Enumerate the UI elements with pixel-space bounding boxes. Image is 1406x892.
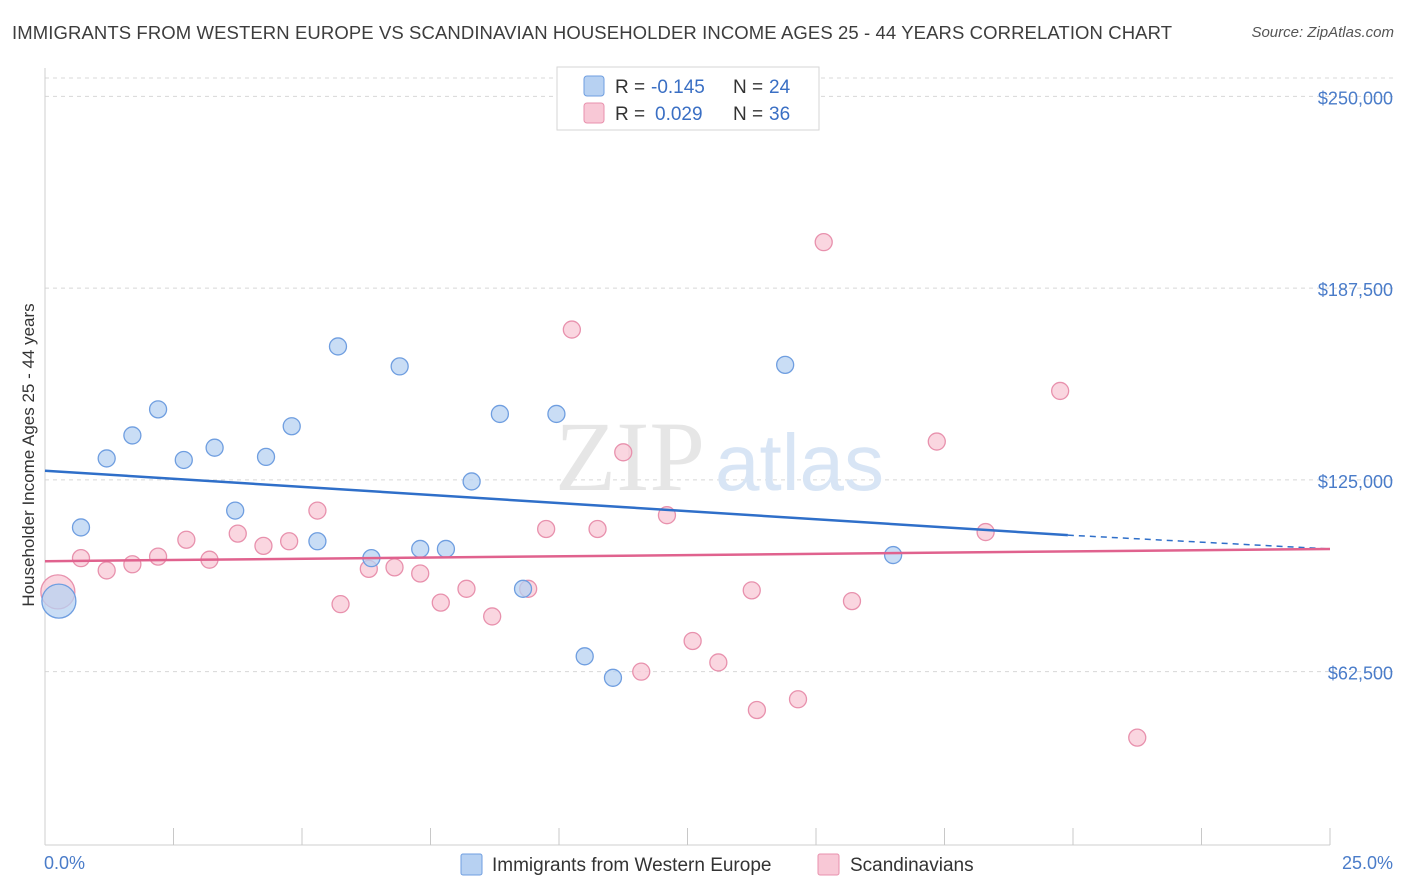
western-europe-point — [436, 539, 456, 559]
legend-swatch-pink — [583, 102, 605, 124]
western-europe-point — [205, 438, 224, 457]
scandinavians-point — [254, 536, 273, 556]
trend-line-western-europe-extension — [1067, 534, 1331, 550]
scandinavians-point — [177, 530, 196, 549]
scandinavians-point — [385, 558, 404, 577]
top-legend: R = -0.145 N = 24 R = 0.029 N = 36 — [556, 66, 820, 131]
western-europe-point — [462, 472, 481, 491]
western-europe-point — [490, 404, 510, 424]
y-tick-label: $250,000 — [1318, 88, 1393, 108]
y-axis-title: Householder Income Ages 25 - 44 years — [19, 303, 38, 606]
scandinavians-point — [683, 631, 702, 651]
western-europe-point — [71, 518, 91, 537]
chart-title: IMMIGRANTS FROM WESTERN EUROPE VS SCANDI… — [12, 22, 1173, 43]
western-europe-point — [97, 449, 116, 468]
western-europe-point — [513, 579, 533, 598]
y-tick-label: $62,500 — [1328, 664, 1393, 684]
scandinavians-point — [814, 232, 833, 252]
scandinavians-point — [123, 555, 142, 574]
bottom-legend: Immigrants from Western Europe Scandinav… — [460, 853, 974, 876]
series-western-europe-points — [41, 337, 903, 687]
x-tick-label-start: 0.0% — [44, 853, 85, 873]
legend-r-label-1: R = — [615, 77, 645, 98]
x-tick-label-end: 25.0% — [1342, 853, 1393, 873]
watermark-atlas: atlas — [715, 418, 884, 507]
scandinavians-point — [411, 564, 430, 583]
scandinavians-point — [588, 519, 607, 539]
western-europe-point — [174, 450, 193, 470]
scandinavians-point — [788, 690, 808, 709]
scandinavians-point — [1051, 381, 1070, 401]
legend-r-value-2: 0.029 — [655, 104, 703, 125]
trend-lines — [44, 469, 1331, 563]
scandinavians-point — [431, 593, 450, 612]
western-europe-point — [226, 501, 245, 520]
western-europe-point — [41, 583, 77, 619]
y-tick-label: $125,000 — [1318, 472, 1393, 492]
western-europe-point — [575, 647, 594, 666]
scandinavians-point — [747, 700, 767, 720]
trend-line-western-europe — [44, 469, 1068, 537]
scandinavians-point — [457, 579, 476, 598]
western-europe-point — [256, 447, 276, 467]
western-europe-point — [603, 668, 623, 687]
y-tick-label: $187,500 — [1318, 280, 1393, 300]
scandinavians-point — [331, 595, 350, 614]
western-europe-point — [308, 532, 327, 551]
scandinavians-point — [148, 547, 168, 566]
scandinavians-point — [71, 548, 91, 568]
western-europe-point — [547, 404, 566, 424]
western-europe-point — [282, 417, 301, 436]
watermark: ZIP atlas — [555, 401, 884, 512]
scandinavians-point — [97, 561, 116, 580]
scandinavians-point — [308, 501, 327, 520]
western-europe-point — [776, 355, 795, 375]
bottom-legend-swatch-pink — [817, 853, 840, 876]
scandinavians-point — [976, 522, 995, 542]
legend-r-value-1: -0.145 — [651, 77, 705, 98]
y-tick-labels: $62,500 $125,000 $187,500 $250,000 — [1318, 88, 1393, 683]
legend-n-value-1: 24 — [769, 77, 791, 98]
western-europe-point — [148, 400, 168, 419]
source-label: Source: ZipAtlas.com — [1251, 24, 1394, 41]
scandinavians-point — [562, 320, 581, 339]
scandinavians-point — [742, 581, 761, 600]
western-europe-point — [390, 357, 409, 376]
bottom-legend-label-blue: Immigrants from Western Europe — [492, 855, 771, 876]
legend-n-label-2: N = — [733, 104, 763, 125]
western-europe-point — [328, 337, 348, 356]
scandinavians-point — [1128, 728, 1147, 747]
grid-lines — [45, 77, 1395, 673]
scandinavians-point — [709, 653, 728, 672]
x-tick-labels: 0.0% 25.0% — [44, 853, 1393, 873]
legend-n-label-1: N = — [733, 77, 763, 98]
western-europe-point — [123, 426, 142, 445]
scandinavians-point — [614, 443, 633, 462]
legend-swatch-blue — [583, 75, 605, 97]
scandinavians-point — [842, 591, 862, 611]
western-europe-point — [883, 545, 903, 565]
axes — [44, 68, 1331, 846]
legend-r-label-2: R = — [615, 104, 645, 125]
western-europe-point — [411, 539, 430, 559]
scandinavians-point — [483, 607, 502, 626]
bottom-legend-swatch-blue — [460, 853, 483, 876]
scandinavians-point — [279, 532, 299, 551]
scandinavians-point — [537, 519, 556, 539]
trend-line-scandinavians — [44, 547, 1331, 563]
legend-n-value-2: 36 — [769, 104, 790, 125]
scandinavians-point — [228, 524, 247, 543]
bottom-legend-label-pink: Scandinavians — [850, 855, 974, 876]
scandinavians-point — [927, 432, 946, 451]
scandinavians-point — [632, 662, 651, 681]
